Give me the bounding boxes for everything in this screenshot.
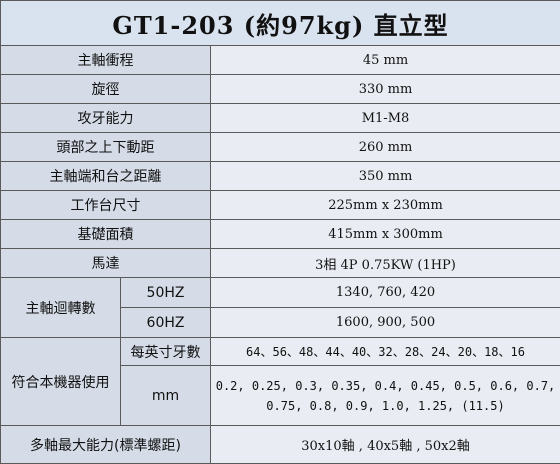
- sub-value: 1600, 900, 500: [209, 307, 560, 338]
- sub-label: mm: [120, 365, 211, 426]
- sub-value: 1340, 760, 420: [209, 277, 560, 308]
- row: 攻牙能力 M1-M8: [0, 103, 560, 133]
- row: 符合本機器使用 每英寸牙數 64、56、48、44、40、32、28、24、20、1…: [0, 337, 560, 426]
- sub-label: 每英寸牙數: [120, 337, 211, 366]
- row-label: 馬達: [0, 248, 211, 278]
- row-label: 頭部之上下動距: [0, 132, 211, 162]
- row-value: 225mm x 230mm: [209, 190, 560, 220]
- row-value: 415mm x 300mm: [209, 219, 560, 249]
- row-value: 45 mm: [209, 45, 560, 75]
- row-value: 350 mm: [209, 161, 560, 191]
- group-label: 符合本機器使用: [0, 337, 121, 426]
- sub-value: 64、56、48、44、40、32、28、24、20、18、16: [209, 337, 560, 366]
- row: 旋徑 330 mm: [0, 74, 560, 104]
- row: 工作台尺寸 225mm x 230mm: [0, 190, 560, 220]
- row: 基礎面積 415mm x 300mm: [0, 219, 560, 249]
- row: 頭部之上下動距 260 mm: [0, 132, 560, 162]
- row-label: 工作台尺寸: [0, 190, 211, 220]
- row-label: 旋徑: [0, 74, 211, 104]
- row-label: 主軸衝程: [0, 45, 211, 75]
- title: GT1-203 (約97kg) 直立型: [0, 0, 560, 46]
- row-value: 260 mm: [209, 132, 560, 162]
- row: 主軸衝程 45 mm: [0, 45, 560, 75]
- row-value: 30x10軸 , 40x5軸 , 50x2軸: [209, 425, 560, 464]
- row: 馬達 3相 4P 0.75KW (1HP): [0, 248, 560, 278]
- row-label: 主軸端和台之距離: [0, 161, 211, 191]
- group-label: 主軸迴轉數: [0, 277, 121, 338]
- row-value: 3相 4P 0.75KW (1HP): [209, 248, 560, 278]
- row: mm 0.2, 0.25, 0.3, 0.35, 0.4, 0.45, 0.5, …: [1, 365, 560, 426]
- row: 主軸迴轉數 50HZ 1340, 760, 420: [0, 277, 560, 338]
- row: 多軸最大能力(標準螺距) 30x10軸 , 40x5軸 , 50x2軸: [0, 425, 560, 464]
- title-row: GT1-203 (約97kg) 直立型: [0, 0, 560, 46]
- sub-value: 0.2, 0.25, 0.3, 0.35, 0.4, 0.45, 0.5, 0.…: [209, 365, 560, 426]
- sub-label: 60HZ: [120, 307, 211, 338]
- row: 主軸端和台之距離 350 mm: [0, 161, 560, 191]
- row-label: 攻牙能力: [0, 103, 211, 133]
- sub-label: 50HZ: [120, 277, 211, 308]
- row-label: 多軸最大能力(標準螺距): [0, 425, 211, 464]
- row-value: 330 mm: [209, 74, 560, 104]
- row-value: M1-M8: [209, 103, 560, 133]
- row-label: 基礎面積: [0, 219, 211, 249]
